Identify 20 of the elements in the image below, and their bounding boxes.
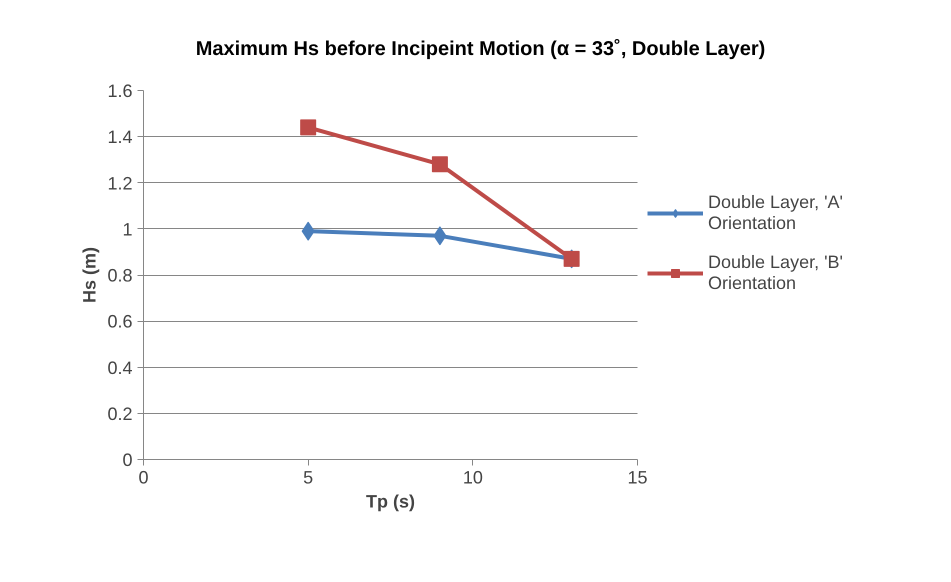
x-axis-title: Tp (s) bbox=[366, 492, 416, 512]
y-tick-label: 1.2 bbox=[107, 173, 133, 194]
chart-title: Maximum Hs before Incipeint Motion (α = 33˚, Double Layer) bbox=[196, 37, 766, 62]
y-tick-label: 0.6 bbox=[107, 312, 133, 332]
x-tick-label: 10 bbox=[462, 468, 483, 488]
legend-label: Double Layer, 'B' Orientation bbox=[708, 252, 843, 294]
y-tick-label: 1.4 bbox=[107, 127, 133, 148]
y-tick-label: 0.4 bbox=[107, 358, 133, 378]
x-tick-label: 5 bbox=[303, 468, 314, 488]
y-tick-label: 0.8 bbox=[107, 266, 133, 286]
y-tick-label: 1 bbox=[122, 219, 133, 240]
point bbox=[300, 119, 316, 136]
x-tick-label: 0 bbox=[138, 468, 149, 488]
y-tick-label: 1.6 bbox=[107, 81, 133, 101]
x-tick-label: 15 bbox=[627, 468, 648, 488]
point bbox=[432, 156, 448, 172]
y-tick-label: 0.2 bbox=[107, 404, 133, 424]
y-axis-title: Hs (m) bbox=[79, 246, 100, 303]
legend-label: Double Layer, 'A' Orientation bbox=[708, 192, 843, 234]
y-tick-label: 0 bbox=[122, 450, 133, 470]
